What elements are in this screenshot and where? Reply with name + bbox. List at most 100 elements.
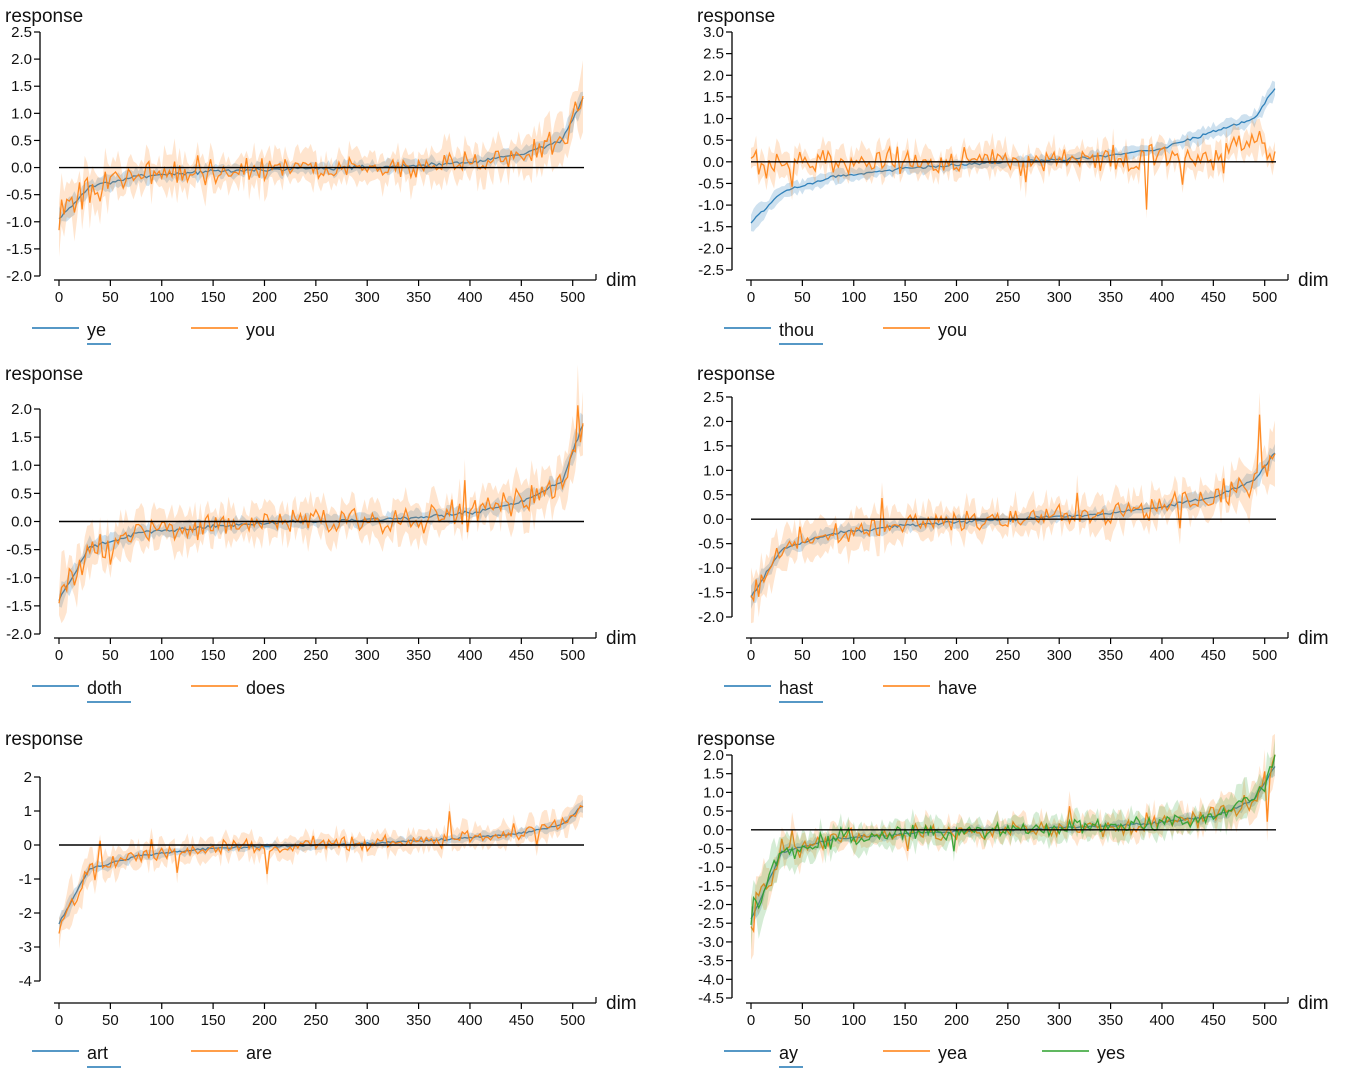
y-tick-label: 1.0 <box>703 462 724 479</box>
x-tick-label: 150 <box>201 289 226 306</box>
x-tick-label: 50 <box>102 647 119 664</box>
y-tick-label: -4.5 <box>698 990 724 1007</box>
y-tick-label: 1.0 <box>703 784 724 801</box>
x-axis-title: dim <box>1298 993 1329 1014</box>
y-tick-label: 0.0 <box>703 154 724 171</box>
x-tick-label: 450 <box>509 1012 534 1029</box>
y-tick-label: -1 <box>19 871 32 888</box>
x-tick-label: 400 <box>1149 1012 1174 1029</box>
chart-panel-2: 3.0 2.5 2.0 1.5 1.0 0.5 0.0 -0.5 -1.0 -1.5 -2.0 -2.… <box>697 6 1329 345</box>
y-tick-label: 1.5 <box>703 438 724 455</box>
x-tick-label: 50 <box>102 1012 119 1029</box>
x-tick-label: 100 <box>149 647 174 664</box>
legend-label-are: are <box>246 1043 272 1063</box>
y-tick-label: -3 <box>19 939 32 956</box>
x-tick-label: 450 <box>1201 289 1226 306</box>
x-tick-label: 150 <box>201 1012 226 1029</box>
y-tick-label: -1.5 <box>6 598 32 615</box>
y-tick-label: -1.0 <box>698 859 724 876</box>
series-line-yes <box>750 754 1276 926</box>
series-band-yea <box>751 733 1275 960</box>
x-tick-label: 0 <box>55 1012 63 1029</box>
legend-label-you: you <box>938 320 967 340</box>
y-tick-label: -4.0 <box>698 971 724 988</box>
series-line-you <box>58 96 584 231</box>
y-tick-label: -4 <box>19 973 32 990</box>
x-tick-label: 500 <box>560 1012 585 1029</box>
y-tick-label: 0.5 <box>703 803 724 820</box>
x-tick-label: 200 <box>944 1012 969 1029</box>
x-tick-label: 300 <box>1047 289 1072 306</box>
y-tick-label: 0.0 <box>703 822 724 839</box>
x-tick-label: 0 <box>747 289 755 306</box>
y-tick-label: -2.0 <box>6 626 32 643</box>
x-tick-label: 200 <box>252 289 277 306</box>
legend-label-ye: ye <box>87 320 106 340</box>
series-line-are <box>58 804 584 934</box>
legend-label-doth: doth <box>87 678 122 698</box>
x-tick-label: 50 <box>794 289 811 306</box>
x-tick-label: 350 <box>1098 289 1123 306</box>
y-tick-label: -0.5 <box>698 536 724 553</box>
x-tick-label: 200 <box>252 647 277 664</box>
y-tick-label: -3.0 <box>698 934 724 951</box>
x-tick-label: 100 <box>841 1012 866 1029</box>
x-axis-title: dim <box>606 628 637 649</box>
y-tick-label: -1.0 <box>698 560 724 577</box>
y-tick-label: -0.5 <box>6 542 32 559</box>
x-tick-label: 250 <box>303 1012 328 1029</box>
x-tick-label: 250 <box>303 647 328 664</box>
y-tick-label: 1.5 <box>11 429 32 446</box>
x-tick-label: 300 <box>1047 647 1072 664</box>
x-tick-label: 500 <box>560 647 585 664</box>
x-tick-label: 350 <box>406 1012 431 1029</box>
series-band-have <box>751 392 1275 624</box>
y-tick-label: 1.0 <box>703 111 724 128</box>
y-tick-label: 2.5 <box>703 46 724 63</box>
x-tick-label: 500 <box>1252 289 1277 306</box>
y-tick-label: 2.0 <box>703 67 724 84</box>
y-tick-label: -2.5 <box>698 262 724 279</box>
y-tick-label: 1.0 <box>11 457 32 474</box>
y-tick-label: -1.5 <box>698 585 724 602</box>
y-tick-label: 0.0 <box>11 160 32 177</box>
x-tick-label: 400 <box>457 647 482 664</box>
x-tick-label: 450 <box>509 289 534 306</box>
x-tick-label: 50 <box>794 1012 811 1029</box>
y-tick-label: 0.0 <box>11 514 32 531</box>
y-tick-label: 1.5 <box>11 78 32 95</box>
x-tick-label: 100 <box>149 1012 174 1029</box>
y-tick-label: 1.0 <box>11 105 32 122</box>
y-tick-label: 1.5 <box>703 766 724 783</box>
y-tick-label: 2.5 <box>703 389 724 406</box>
y-tick-label: -1.5 <box>698 219 724 236</box>
y-tick-label: -2 <box>19 905 32 922</box>
y-tick-label: 0.5 <box>703 132 724 149</box>
x-tick-label: 150 <box>201 647 226 664</box>
x-tick-label: 450 <box>1201 647 1226 664</box>
y-tick-label: 2.0 <box>703 747 724 764</box>
x-tick-label: 350 <box>1098 1012 1123 1029</box>
x-axis-title: dim <box>606 270 637 291</box>
y-tick-label: -2.0 <box>698 897 724 914</box>
x-tick-label: 300 <box>355 647 380 664</box>
x-tick-label: 450 <box>509 647 534 664</box>
legend-label-hast: hast <box>779 678 813 698</box>
x-axis-title: dim <box>606 993 637 1014</box>
y-tick-label: -2.0 <box>698 609 724 626</box>
legend-label-art: art <box>87 1043 108 1063</box>
y-tick-label: 0.5 <box>703 487 724 504</box>
y-tick-label: 2.0 <box>11 51 32 68</box>
y-tick-label: 3.0 <box>703 24 724 41</box>
y-tick-label: 0 <box>24 837 32 854</box>
x-tick-label: 250 <box>303 289 328 306</box>
y-tick-label: 2.5 <box>11 24 32 41</box>
x-tick-label: 400 <box>457 289 482 306</box>
y-tick-label: 2.0 <box>11 401 32 418</box>
x-tick-label: 150 <box>893 289 918 306</box>
y-tick-label: -1.0 <box>6 570 32 587</box>
series-line-have <box>750 414 1276 603</box>
x-tick-label: 150 <box>893 1012 918 1029</box>
x-tick-label: 0 <box>747 647 755 664</box>
x-tick-label: 300 <box>355 1012 380 1029</box>
